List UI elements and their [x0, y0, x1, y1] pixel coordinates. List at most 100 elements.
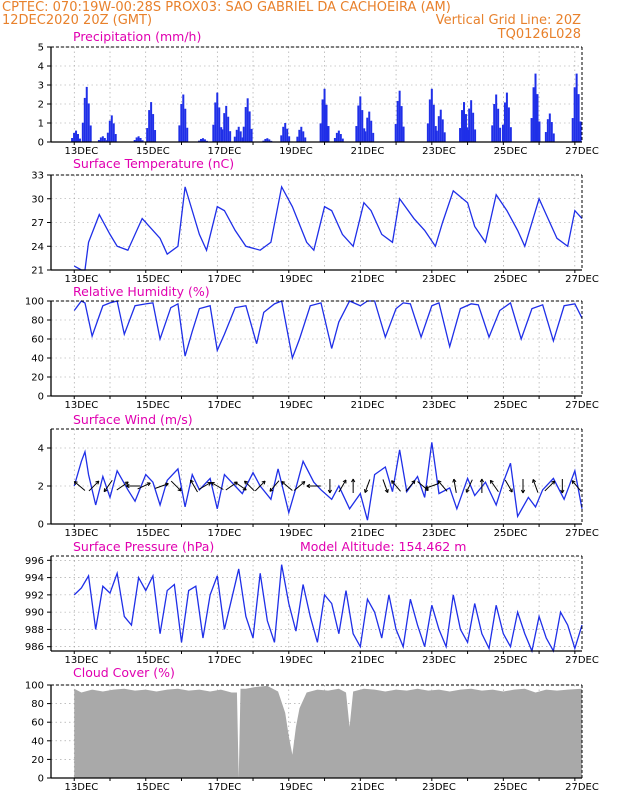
- wind-arrow-head: [261, 480, 266, 483]
- precip-bar: [493, 104, 496, 142]
- precip-bar: [220, 127, 223, 142]
- x-tick-label: 21DEC: [351, 400, 385, 411]
- y-tick-label: 988: [25, 625, 44, 636]
- wind-arrow-shaft: [504, 479, 513, 493]
- wind-arrow-head: [210, 482, 214, 486]
- precip-bar: [214, 102, 217, 142]
- wind-arrow-shaft: [571, 480, 582, 492]
- y-tick-label: 0: [38, 392, 44, 403]
- precip-bar: [280, 135, 283, 142]
- precip-bar: [241, 137, 244, 142]
- wind-arrow-head: [551, 480, 555, 483]
- wind-vector-arrow: [452, 478, 457, 493]
- precip-bar: [139, 138, 142, 142]
- wind-vector-arrow: [532, 479, 539, 493]
- wind-arrow-head: [411, 480, 416, 483]
- x-tick-label: 25DEC: [494, 782, 528, 793]
- precip-bar: [298, 129, 301, 142]
- precip-bar: [186, 127, 189, 142]
- precip-bar: [201, 138, 204, 142]
- y-tick-label: 994: [25, 573, 44, 584]
- x-tick-label: 27DEC: [565, 274, 599, 285]
- wind-vector-arrow: [544, 480, 556, 492]
- precip-bar: [180, 104, 183, 142]
- wind-arrow-shaft: [88, 480, 100, 492]
- precip-bar: [359, 96, 362, 142]
- wind-arrow-head: [95, 480, 99, 483]
- panel-pressure: 986 988 990 992 994 996 13DEC 15DEC 17DEC 19DEC 21…: [25, 539, 599, 666]
- y-tick-label: 996: [25, 556, 44, 567]
- wind-vector-arrow: [73, 481, 86, 491]
- precip-bar: [237, 126, 240, 142]
- precip-bar: [262, 140, 265, 142]
- precip-bar: [396, 100, 399, 142]
- wind-arrow-head: [73, 481, 76, 485]
- precip-bar: [337, 130, 340, 142]
- cloud-area: [74, 685, 582, 778]
- wind-arrow-head: [244, 480, 246, 485]
- precip-bar: [148, 110, 151, 142]
- precip-bar: [319, 123, 322, 142]
- wind-arrow-head: [387, 489, 389, 493]
- wind-vector-arrow: [254, 480, 266, 492]
- precip-bar: [152, 114, 155, 142]
- precip-bar: [106, 132, 109, 142]
- x-tick-label: 13DEC: [65, 782, 99, 793]
- precip-bar: [400, 106, 403, 142]
- precip-bar: [461, 110, 464, 142]
- precip-bar: [242, 126, 245, 142]
- wind-arrow-shaft: [73, 481, 86, 491]
- precip-bar: [402, 126, 405, 142]
- wind-arrow-head: [425, 487, 429, 490]
- precip-bar: [137, 136, 140, 142]
- precip-bar: [428, 99, 431, 142]
- y-tick-label: 80: [31, 316, 44, 327]
- y-tick-label: 990: [25, 608, 44, 619]
- y-tick-label: 30: [31, 194, 44, 205]
- x-tick-label: 17DEC: [208, 528, 242, 539]
- precip-bar: [235, 129, 238, 142]
- wind-arrow-shaft: [465, 479, 473, 493]
- y-tick-label: 60: [31, 335, 44, 346]
- header-model-code: TQ0126L028: [497, 27, 581, 42]
- y-tick-label: 20: [31, 373, 44, 384]
- series-line-pressure: [73, 564, 583, 654]
- precip-bar: [468, 108, 471, 142]
- wind-arrow-shaft: [425, 483, 439, 489]
- precip-bar: [464, 114, 467, 142]
- precip-bar: [501, 124, 504, 142]
- precip-bar: [577, 94, 580, 142]
- precip-bar: [75, 130, 78, 142]
- wind-vector-arrow: [293, 481, 306, 491]
- precip-bar: [135, 137, 138, 142]
- wind-vector-arrow: [489, 479, 499, 493]
- precip-bar: [250, 128, 253, 142]
- precip-bar: [573, 87, 576, 142]
- wind-arrow-shaft: [489, 479, 499, 493]
- x-tick-label: 17DEC: [208, 655, 242, 666]
- precip-bar: [304, 137, 307, 142]
- wind-vector-arrow: [126, 483, 141, 489]
- wind-arrow-shaft: [405, 480, 416, 492]
- precip-bar: [154, 130, 157, 142]
- wind-arrow-head: [329, 489, 333, 494]
- precip-bar: [437, 116, 440, 142]
- wind-arrow-head: [479, 478, 483, 483]
- y-tick-label: 27: [31, 218, 44, 229]
- precip-bar: [200, 138, 203, 142]
- wind-vector-arrow: [190, 479, 198, 493]
- wind-arrow-shaft: [190, 479, 198, 493]
- wind-arrow-head: [522, 489, 526, 494]
- wind-arrow-shaft: [338, 479, 347, 493]
- precip-bar: [426, 123, 429, 142]
- precip-bar: [327, 126, 330, 142]
- x-tick-label: 27DEC: [565, 146, 599, 157]
- wind-vector-arrow: [424, 483, 439, 490]
- y-tick-label: 4: [38, 444, 44, 455]
- precip-bar: [370, 120, 373, 142]
- precip-bar: [355, 126, 358, 142]
- precip-bar: [544, 132, 547, 142]
- wind-arrow-shaft: [382, 479, 389, 493]
- series-line-temperature: [73, 184, 583, 271]
- x-tick-label: 17DEC: [208, 274, 242, 285]
